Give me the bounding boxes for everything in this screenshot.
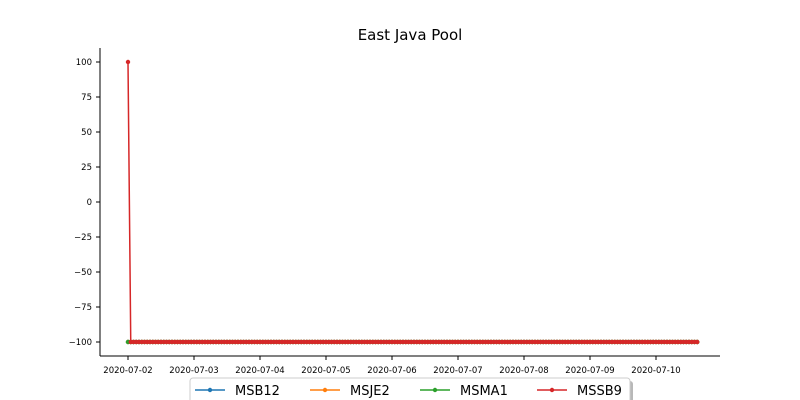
data-point <box>695 339 700 345</box>
y-tick-label: −25 <box>74 233 92 243</box>
data-point <box>125 59 131 65</box>
x-ticks: 2020-07-02 2020-07-03 2020-07-04 2020-07-05… <box>103 356 681 376</box>
y-tick-label: 0 <box>87 198 92 208</box>
legend-item-msje2: MSJE2 <box>310 384 390 399</box>
legend-item-mssb9: MSSB9 <box>537 384 622 399</box>
y-tick-label: −75 <box>74 303 92 313</box>
legend-marker <box>207 387 213 393</box>
y-tick-label: 100 <box>76 58 92 68</box>
x-tick-label: 2020-07-08 <box>499 366 548 376</box>
y-tick-label: 25 <box>81 163 92 173</box>
y-ticks: 100 75 50 25 0 −25 −50 −75 −100 <box>69 58 100 348</box>
y-tick-label: −50 <box>74 268 92 278</box>
x-tick-label: 2020-07-10 <box>631 366 680 376</box>
x-tick-label: 2020-07-07 <box>433 366 482 376</box>
x-tick-label: 2020-07-05 <box>301 366 350 376</box>
x-tick-label: 2020-07-03 <box>169 366 218 376</box>
x-tick-label: 2020-07-06 <box>367 366 416 376</box>
x-tick-label: 2020-07-04 <box>235 366 284 376</box>
legend-box <box>189 377 631 400</box>
legend-label: MSB12 <box>235 384 280 399</box>
x-tick-label: 2020-07-02 <box>103 366 152 376</box>
y-tick-label: −100 <box>69 338 92 348</box>
x-tick-label: 2020-07-09 <box>565 366 614 376</box>
y-tick-label: 50 <box>81 128 92 138</box>
legend-label: MSMA1 <box>460 384 508 399</box>
legend: MSB12 MSJE2 MSMA1 MSSB9 <box>189 377 633 400</box>
legend-label: MSJE2 <box>350 384 390 399</box>
legend-label: MSSB9 <box>577 384 622 399</box>
legend-item-msb12: MSB12 <box>195 384 280 399</box>
series-layer <box>125 59 700 345</box>
legend-marker <box>432 387 438 393</box>
series-line <box>127 61 698 343</box>
legend-marker <box>549 387 555 393</box>
legend-marker <box>322 387 328 393</box>
chart-title: East Java Pool <box>358 26 463 44</box>
series-mssb9 <box>125 59 700 345</box>
y-tick-label: 75 <box>81 93 92 103</box>
legend-item-msma1: MSMA1 <box>420 384 508 399</box>
